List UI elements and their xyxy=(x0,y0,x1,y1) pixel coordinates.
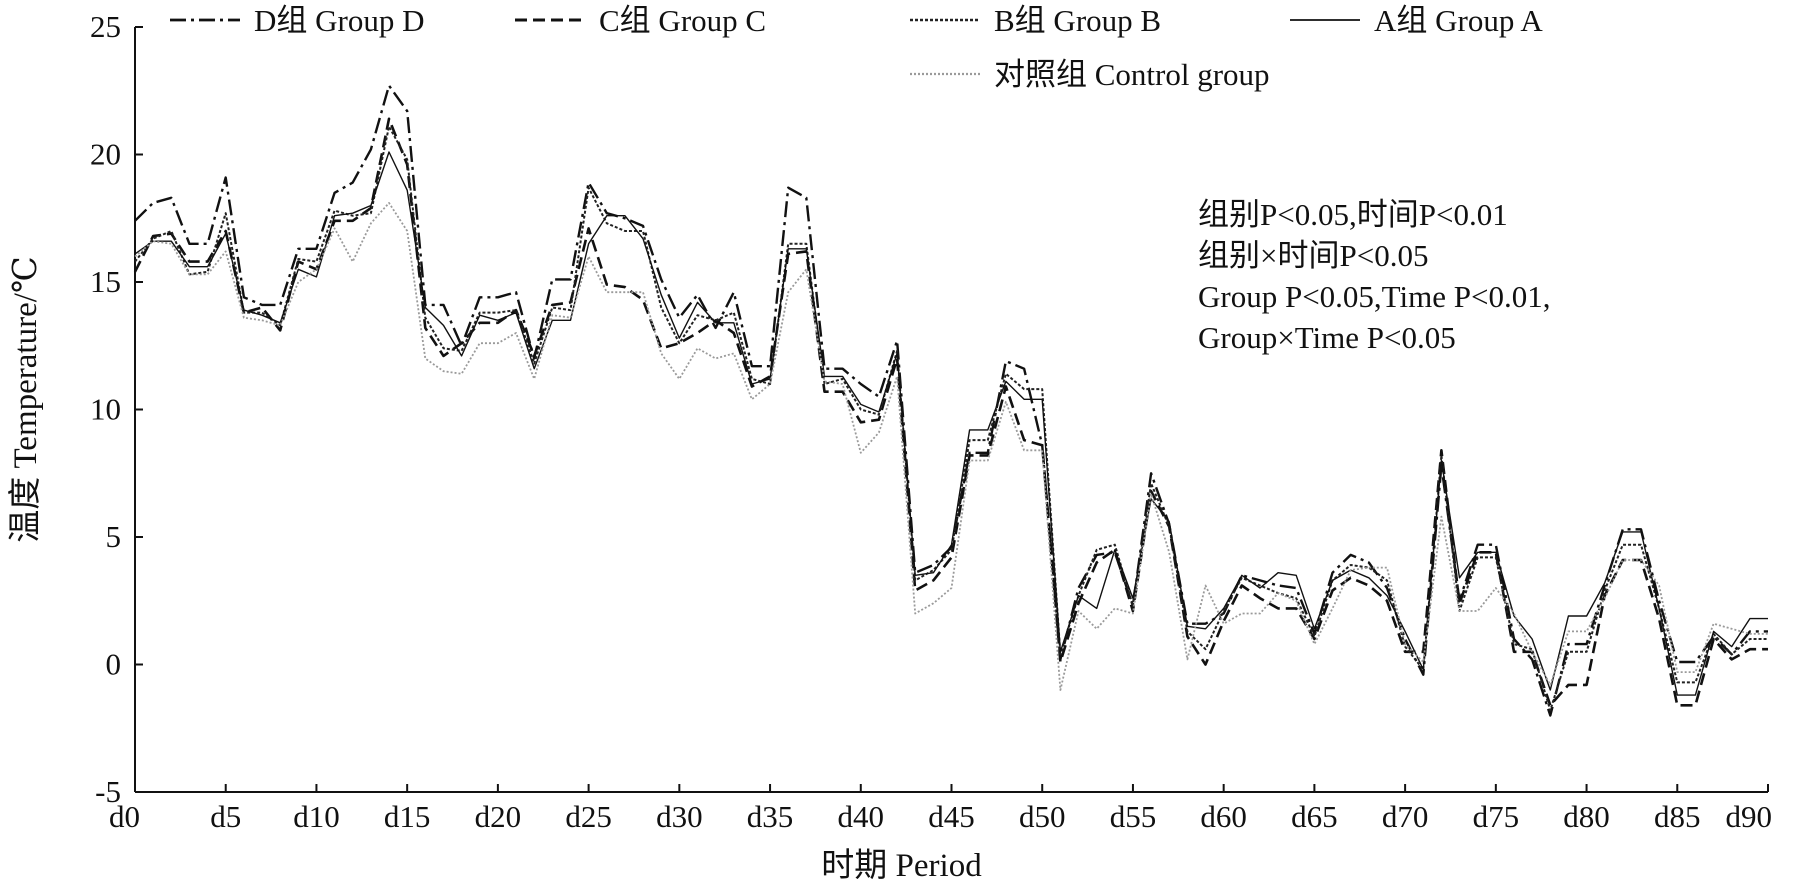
legend: D组 Group D C组 Group C B组 Group B A组 Group A… xyxy=(170,3,1543,92)
y-tick-label: 15 xyxy=(90,264,121,299)
x-axis-ticks: d0 d5 d10 d15 d20 d25 d30 d35 d40 d45 d50 d55 d60 d65… xyxy=(109,784,1772,834)
x-tick-label: d60 xyxy=(1200,799,1247,834)
x-tick-label: d55 xyxy=(1110,799,1157,834)
annotation-line-1: 组别P<0.05,时间P<0.01 xyxy=(1198,197,1508,232)
x-tick-label: d75 xyxy=(1473,799,1520,834)
series-line-5 xyxy=(134,201,1768,691)
series-lines xyxy=(133,84,1768,717)
series-line-1 xyxy=(134,84,1768,717)
annotations: 组别P<0.05,时间P<0.01 组别×时间P<0.05 Group P<0.05… xyxy=(1198,197,1551,355)
x-tick-label: d85 xyxy=(1654,799,1701,834)
y-axis-ticks: -5 0 5 10 15 20 25 xyxy=(90,9,143,809)
x-tick-label: d35 xyxy=(747,799,794,834)
x-tick-label: d80 xyxy=(1563,799,1610,834)
legend-label-3: B组 Group B xyxy=(994,3,1161,38)
y-tick-label: 10 xyxy=(90,392,121,427)
x-tick-label: d10 xyxy=(293,799,340,834)
x-tick-label: d25 xyxy=(565,799,612,834)
x-tick-label: d90 xyxy=(1726,799,1773,834)
y-tick-label: 25 xyxy=(90,9,121,44)
annotation-line-2: 组别×时间P<0.05 xyxy=(1198,238,1428,273)
x-tick-label: d15 xyxy=(384,799,431,834)
x-tick-label: d45 xyxy=(928,799,975,834)
y-axis-title: 温度 Temperature/℃ xyxy=(7,256,44,543)
x-tick-label: d50 xyxy=(1019,799,1066,834)
x-tick-label: d70 xyxy=(1382,799,1429,834)
x-tick-label: d5 xyxy=(210,799,241,834)
legend-label-5: 对照组 Control group xyxy=(994,57,1270,92)
x-tick-label: d0 xyxy=(109,799,140,834)
legend-label-2: C组 Group C xyxy=(599,3,766,38)
series-line-2 xyxy=(133,117,1768,707)
y-tick-label: 5 xyxy=(106,519,122,554)
legend-label-1: D组 Group D xyxy=(254,3,425,38)
annotation-line-3: Group P<0.05,Time P<0.01, xyxy=(1198,279,1551,314)
x-axis-title: 时期 Period xyxy=(821,848,982,884)
y-tick-label: 0 xyxy=(106,647,122,682)
series-line-4 xyxy=(134,151,1768,696)
y-tick-label: -5 xyxy=(95,774,121,809)
y-tick-label: 20 xyxy=(90,137,121,172)
x-tick-label: d20 xyxy=(475,799,522,834)
x-tick-label: d30 xyxy=(656,799,703,834)
x-tick-label: d65 xyxy=(1291,799,1338,834)
annotation-line-4: Group×Time P<0.05 xyxy=(1198,320,1456,355)
series-line-3 xyxy=(134,125,1768,712)
legend-label-4: A组 Group A xyxy=(1374,3,1543,38)
axes xyxy=(134,27,1768,793)
x-tick-label: d40 xyxy=(838,799,885,834)
